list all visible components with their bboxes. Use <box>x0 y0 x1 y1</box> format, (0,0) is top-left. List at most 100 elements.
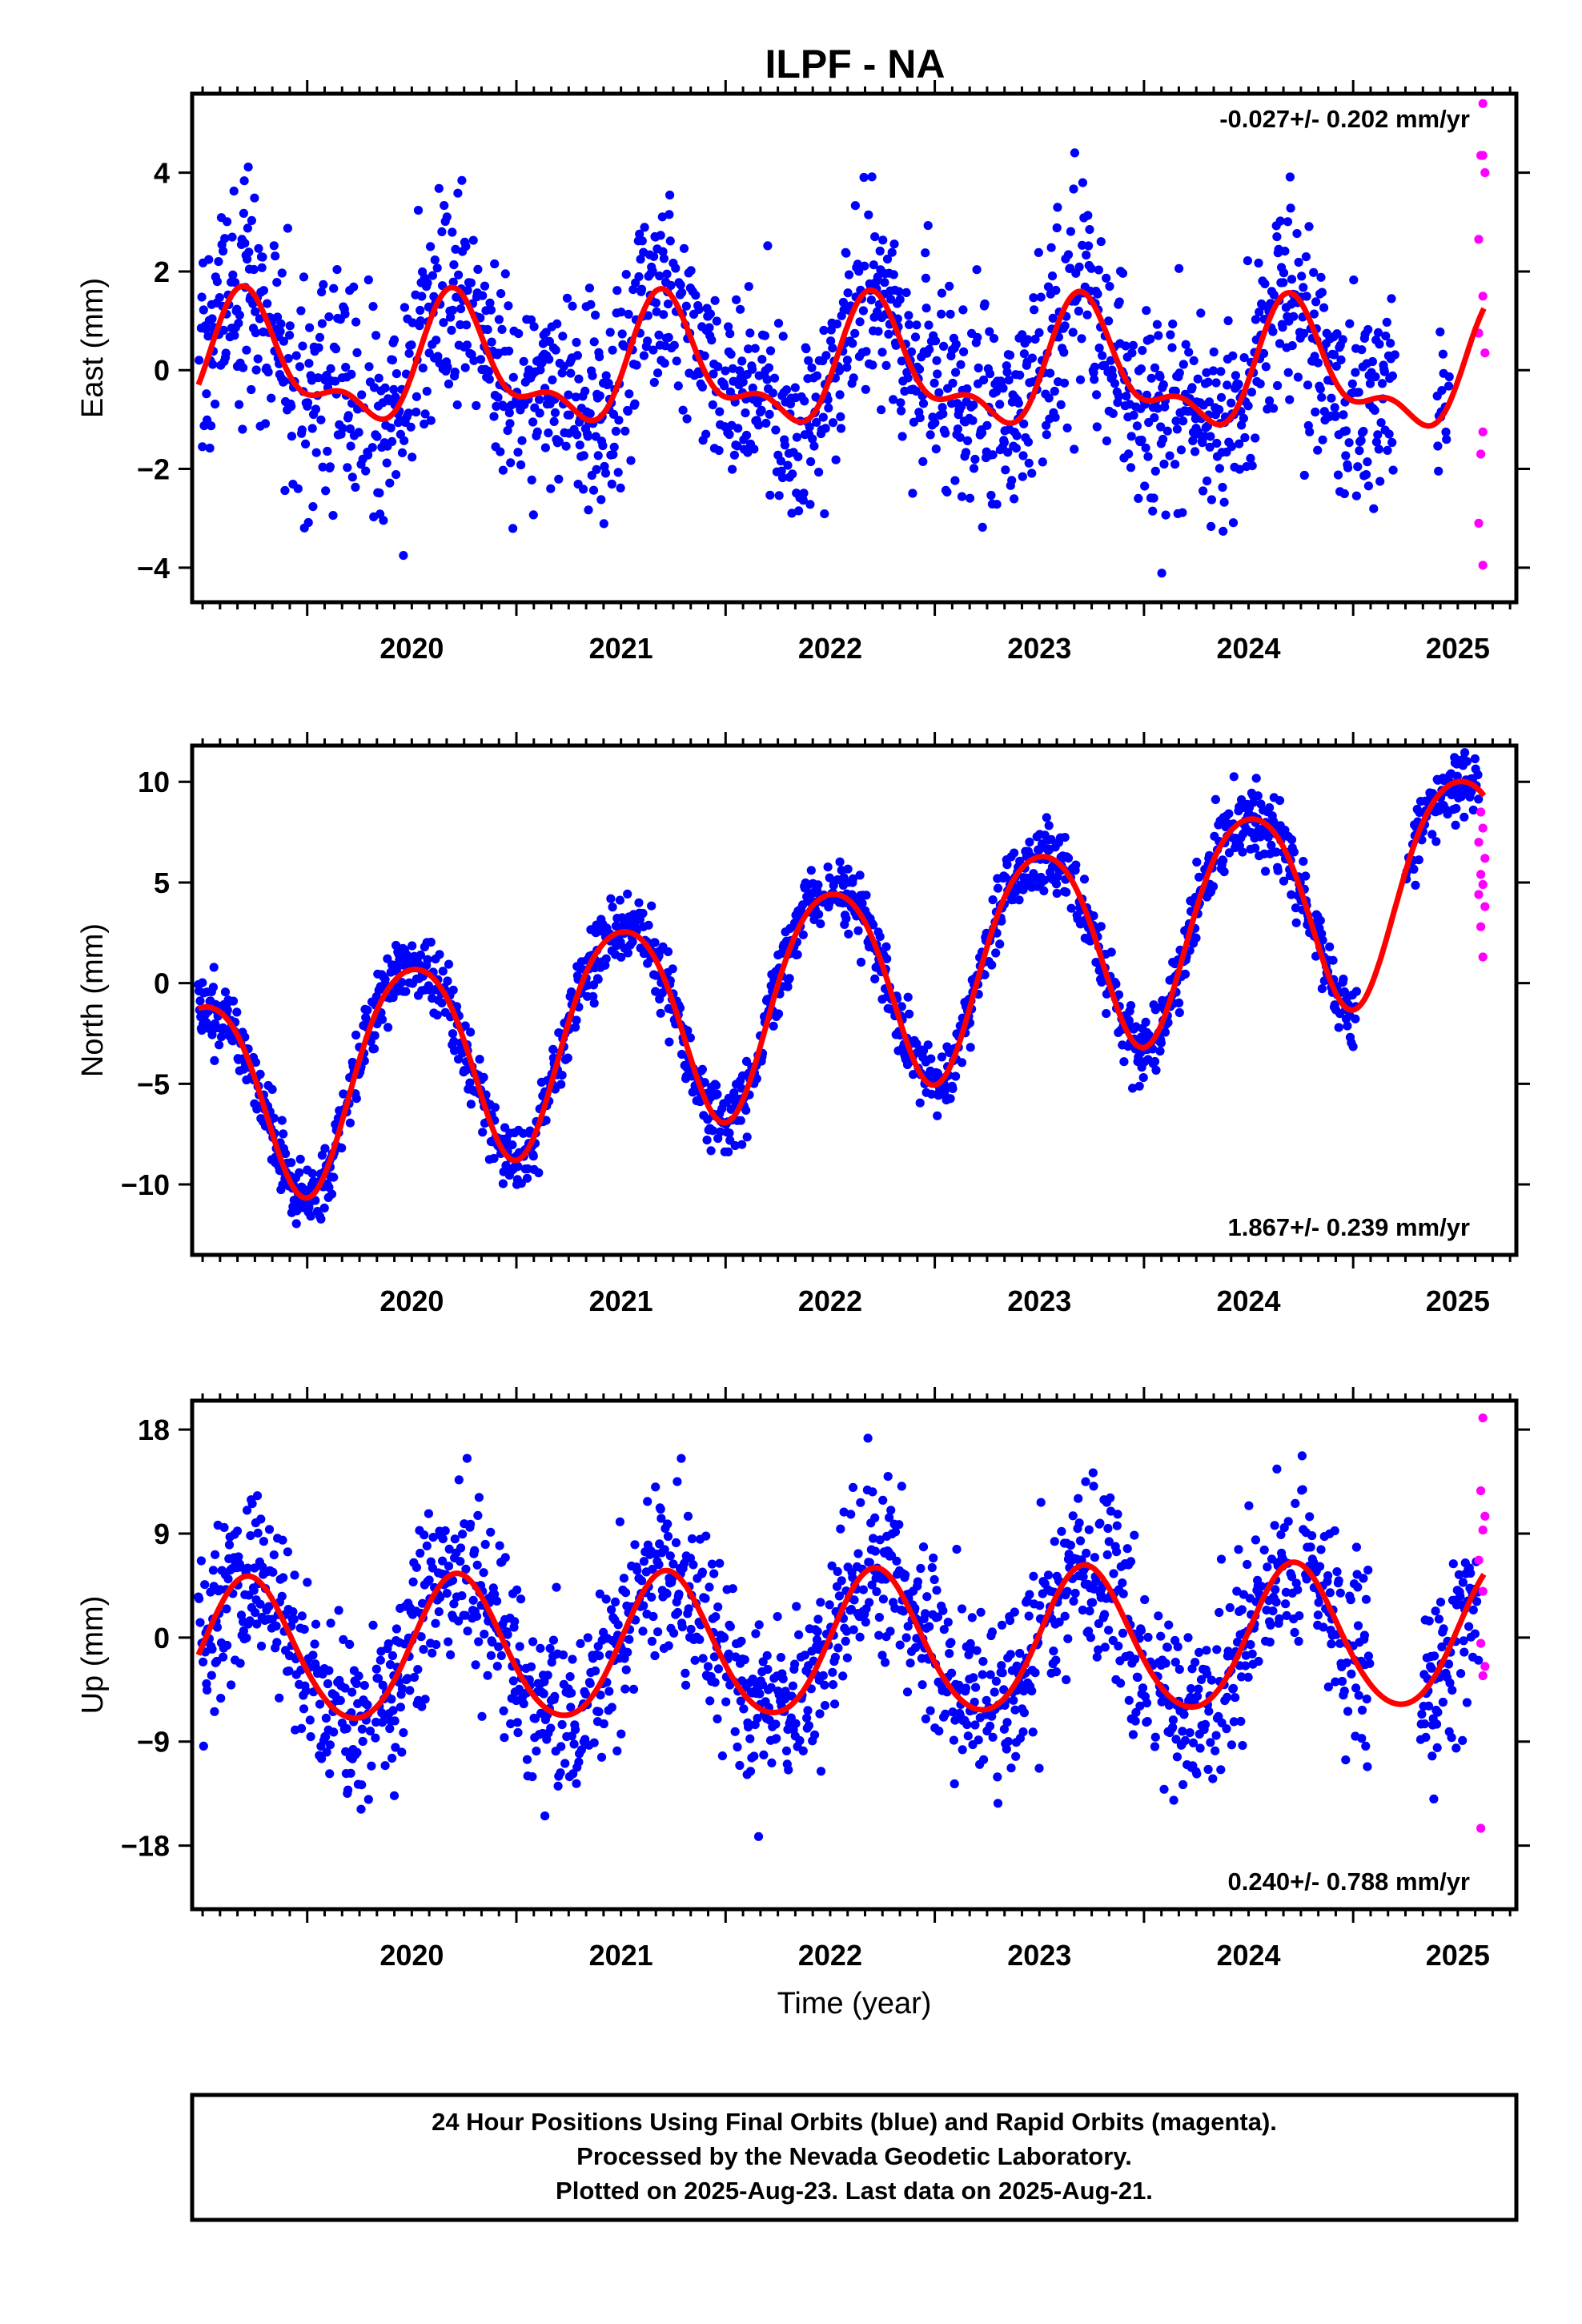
data-point <box>1059 378 1070 388</box>
data-point <box>921 1714 930 1723</box>
data-point <box>1089 911 1098 921</box>
data-point <box>420 409 430 419</box>
data-point <box>493 392 503 402</box>
data-point <box>856 957 866 967</box>
data-point <box>1118 1628 1128 1638</box>
data-point <box>648 1611 658 1622</box>
data-point <box>412 407 421 417</box>
data-point <box>564 410 575 420</box>
data-point <box>291 351 301 360</box>
data-point <box>1178 416 1188 426</box>
data-point <box>848 874 858 883</box>
data-point <box>412 392 422 401</box>
data-point <box>1038 457 1047 467</box>
data-point <box>952 1545 962 1554</box>
data-point <box>337 1143 347 1153</box>
data-point <box>728 464 737 474</box>
data-point <box>1176 445 1186 455</box>
data-point <box>528 417 538 427</box>
data-point <box>654 330 664 340</box>
data-point <box>234 1552 243 1562</box>
data-point <box>843 288 853 298</box>
data-point <box>431 1618 440 1628</box>
data-point <box>844 929 853 939</box>
data-point <box>905 320 914 329</box>
data-point <box>295 1154 305 1164</box>
data-point <box>855 1632 865 1642</box>
data-point <box>308 502 318 512</box>
data-point <box>317 287 327 297</box>
data-point <box>858 1585 868 1594</box>
data-point <box>1165 451 1174 460</box>
data-point <box>821 351 831 360</box>
data-point <box>223 217 232 227</box>
data-point <box>382 458 391 468</box>
data-point <box>448 305 458 315</box>
data-point <box>436 1593 445 1602</box>
data-point <box>974 1735 983 1745</box>
data-point <box>304 359 314 368</box>
data-point <box>973 332 982 342</box>
data-point <box>1251 433 1260 443</box>
data-point <box>992 500 1002 509</box>
data-point <box>1271 847 1281 857</box>
data-point <box>380 1761 390 1771</box>
data-point <box>371 1717 381 1727</box>
data-point <box>516 1179 526 1188</box>
data-point <box>1205 442 1215 452</box>
data-point <box>545 1643 555 1653</box>
data-point <box>831 455 841 464</box>
data-point <box>750 344 760 353</box>
data-point <box>259 286 268 296</box>
data-point <box>209 963 219 972</box>
data-point <box>1018 472 1027 481</box>
data-point <box>1106 947 1116 957</box>
data-point <box>385 1660 396 1670</box>
data-point <box>1124 1015 1134 1025</box>
data-point <box>449 260 459 270</box>
data-point <box>918 399 929 408</box>
data-point <box>426 242 436 251</box>
data-point <box>800 396 809 406</box>
data-point <box>450 1534 460 1544</box>
data-point <box>220 987 231 997</box>
data-point <box>815 1709 825 1719</box>
data-point <box>820 1701 830 1711</box>
data-point <box>697 1064 708 1074</box>
data-point <box>885 1004 895 1014</box>
data-point <box>1092 390 1102 400</box>
data-point <box>526 315 536 324</box>
data-point <box>1260 279 1270 288</box>
data-point <box>804 356 813 365</box>
data-point <box>297 1723 307 1733</box>
data-point <box>351 1679 361 1688</box>
data-point <box>980 299 990 309</box>
data-point <box>875 932 885 942</box>
data-point <box>886 1506 896 1515</box>
data-point <box>1159 459 1169 469</box>
data-point <box>584 283 595 293</box>
data-point <box>1234 380 1243 389</box>
data-point <box>1002 1718 1012 1727</box>
data-point <box>741 1105 751 1115</box>
data-point <box>1379 367 1389 376</box>
data-point <box>219 1652 228 1662</box>
data-point <box>814 468 824 477</box>
data-point <box>1029 1571 1038 1581</box>
data-point <box>745 1767 756 1776</box>
data-point <box>1231 371 1240 380</box>
data-point <box>541 328 551 337</box>
data-point <box>632 360 641 370</box>
data-point <box>623 1647 632 1657</box>
data-point <box>751 1629 761 1638</box>
data-point <box>861 347 871 356</box>
data-point <box>347 1687 357 1697</box>
data-point <box>816 1598 825 1607</box>
data-point <box>1082 1548 1091 1558</box>
data-point <box>335 1695 345 1705</box>
data-point <box>1146 334 1155 344</box>
data-point <box>724 1147 733 1156</box>
data-point <box>251 1058 260 1068</box>
data-point <box>219 325 228 335</box>
data-point <box>468 235 478 245</box>
